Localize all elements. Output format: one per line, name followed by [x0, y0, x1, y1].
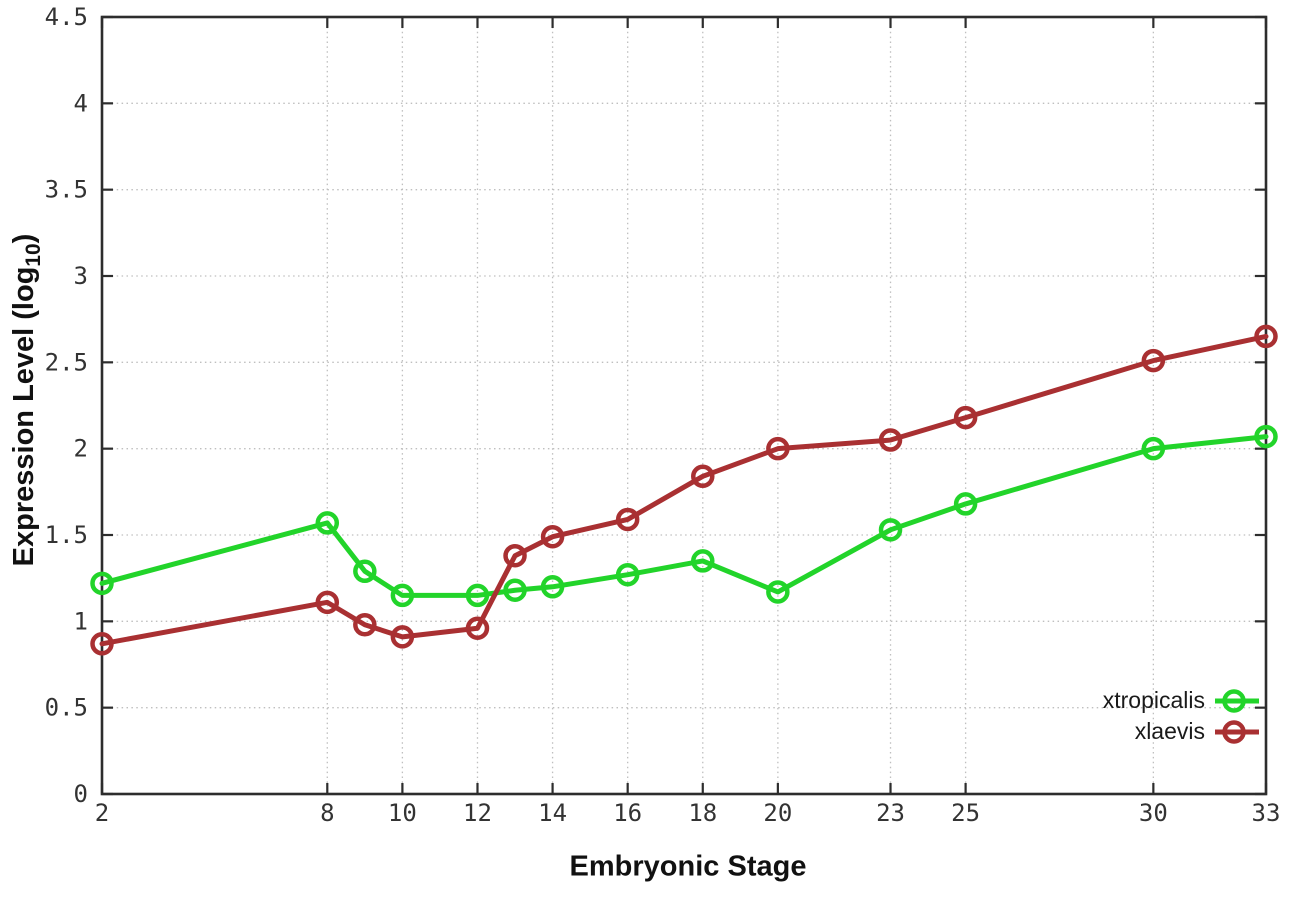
svg-text:25: 25 [951, 799, 980, 827]
svg-text:2.5: 2.5 [45, 348, 88, 376]
svg-text:14: 14 [538, 799, 567, 827]
legend-item-xlaevis: xlaevis [1103, 716, 1260, 747]
y-axis-title-subscript: 10 [21, 243, 45, 267]
svg-text:20: 20 [763, 799, 792, 827]
svg-text:3.5: 3.5 [45, 176, 88, 204]
svg-text:4: 4 [74, 89, 88, 117]
svg-text:33: 33 [1252, 799, 1281, 827]
legend-label: xtropicalis [1102, 687, 1205, 713]
svg-text:1: 1 [74, 607, 88, 635]
svg-text:18: 18 [688, 799, 717, 827]
y-axis-title-text: Expression Level (log [8, 266, 41, 567]
svg-text:2: 2 [95, 799, 109, 827]
svg-text:12: 12 [463, 799, 492, 827]
svg-text:16: 16 [613, 799, 642, 827]
svg-text:2: 2 [74, 435, 88, 463]
legend-item-xtropicalis: xtropicalis [1103, 685, 1260, 716]
legend: xtropicalis xlaevis [1103, 685, 1260, 747]
x-axis-title: Embryonic Stage [569, 850, 807, 883]
legend-label: xlaevis [1134, 718, 1205, 744]
series-marker-icon [1215, 719, 1259, 744]
svg-text:0: 0 [74, 780, 88, 808]
y-axis-title-suffix: ) [8, 233, 41, 244]
svg-text:10: 10 [388, 799, 417, 827]
svg-text:3: 3 [74, 262, 88, 290]
y-axis-title: Expression Level (log10) [8, 234, 46, 567]
svg-text:30: 30 [1139, 799, 1168, 827]
svg-text:23: 23 [876, 799, 905, 827]
svg-text:1.5: 1.5 [45, 521, 88, 549]
svg-text:0.5: 0.5 [45, 694, 88, 722]
series-marker-icon [1215, 688, 1259, 713]
svg-text:8: 8 [320, 799, 334, 827]
svg-text:4.5: 4.5 [45, 3, 88, 31]
